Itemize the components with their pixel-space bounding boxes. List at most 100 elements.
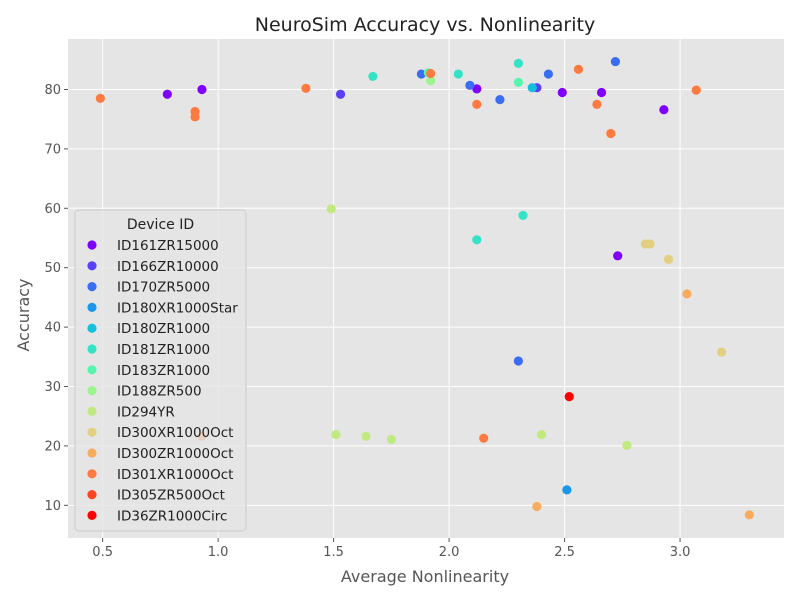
- legend-marker: [87, 282, 97, 292]
- data-point: [592, 99, 602, 109]
- data-point: [331, 430, 341, 440]
- legend-title: Device ID: [127, 217, 194, 233]
- data-point: [564, 392, 574, 402]
- grid: [68, 39, 784, 538]
- data-point: [744, 510, 754, 520]
- data-point: [335, 89, 346, 99]
- data-point: [513, 356, 523, 366]
- legend-label: ID181ZR1000: [117, 342, 210, 358]
- y-tick-label: 60: [44, 202, 61, 217]
- data-point: [479, 433, 489, 443]
- legend-marker: [87, 365, 97, 375]
- data-point: [645, 239, 655, 249]
- legend-marker: [87, 240, 97, 250]
- data-point: [426, 68, 436, 79]
- data-point: [532, 501, 542, 512]
- y-axis-label: Accuracy: [14, 278, 33, 351]
- x-axis-label: Average Nonlinearity: [341, 567, 509, 586]
- y-tick-label: 50: [44, 261, 61, 276]
- x-tick-label: 0.5: [92, 545, 113, 560]
- data-point: [472, 235, 482, 245]
- legend-marker: [87, 427, 97, 437]
- legend-marker: [87, 386, 97, 396]
- y-tick-label: 10: [44, 499, 61, 514]
- x-axis-ticks: 0.5 1.0 1.5 2.0 2.5 3.0: [92, 538, 690, 560]
- data-point: [682, 289, 692, 299]
- data-point: [197, 84, 207, 95]
- legend: Device ID ID161ZR15000 ID166ZR10000 ID170Z…: [74, 209, 247, 532]
- data-point: [610, 56, 620, 67]
- data-point: [613, 251, 623, 261]
- y-tick-label: 70: [44, 142, 61, 157]
- legend-label: ID301XR1000Oct: [117, 467, 233, 483]
- data-point: [495, 94, 505, 105]
- data-point: [573, 64, 584, 74]
- data-point: [465, 80, 475, 90]
- data-point: [95, 93, 105, 104]
- legend-label: ID305ZR500Oct: [117, 488, 225, 504]
- data-point: [527, 83, 537, 93]
- legend-label: ID166ZR10000: [117, 259, 219, 275]
- data-point: [513, 58, 523, 68]
- data-point: [543, 69, 554, 79]
- data-point: [301, 83, 311, 93]
- data-point: [416, 69, 426, 79]
- legend-label: ID36ZR1000Circ: [117, 508, 227, 524]
- data-point: [606, 128, 616, 139]
- x-tick-label: 1.0: [208, 545, 229, 560]
- legend-marker: [87, 323, 97, 333]
- x-tick-label: 1.5: [323, 545, 344, 560]
- data-point: [691, 85, 701, 95]
- legend-marker: [87, 469, 97, 479]
- legend-marker: [87, 261, 97, 271]
- legend-label: ID183ZR1000: [117, 363, 210, 379]
- data-point: [162, 89, 172, 99]
- data-point: [453, 69, 463, 79]
- data-point: [472, 99, 482, 109]
- legend-label: ID300XR1000Oct: [117, 425, 233, 441]
- x-tick-label: 3.0: [670, 545, 691, 560]
- data-point: [518, 210, 528, 221]
- data-point: [513, 77, 523, 87]
- legend-label: ID300ZR1000Oct: [117, 446, 233, 462]
- legend-label: ID170ZR5000: [117, 280, 210, 296]
- legend-label: ID294YR: [117, 404, 175, 420]
- data-point: [426, 75, 436, 86]
- data-point: [622, 440, 632, 450]
- data-point: [472, 84, 482, 94]
- legend-marker: [87, 344, 97, 354]
- y-tick-label: 80: [44, 83, 61, 98]
- data-point: [557, 87, 567, 98]
- y-axis-ticks: 10 20 30 40 50 60 70 80: [44, 83, 68, 514]
- data-point: [326, 204, 336, 214]
- data-point: [659, 105, 669, 115]
- legend-label: ID161ZR15000: [117, 238, 219, 254]
- data-point: [562, 485, 572, 495]
- x-tick-label: 2.0: [439, 545, 460, 560]
- chart-title: NeuroSim Accuracy vs. Nonlinearity: [255, 14, 595, 36]
- legend-marker: [87, 510, 97, 520]
- legend-label: ID180XR1000Star: [117, 300, 238, 316]
- data-point: [717, 347, 727, 357]
- y-tick-label: 40: [44, 321, 61, 336]
- data-point: [386, 434, 396, 444]
- data-point: [596, 87, 607, 98]
- legend-items: ID161ZR15000 ID166ZR10000 ID170ZR5000 ID180…: [87, 238, 238, 524]
- legend-marker: [87, 302, 97, 312]
- y-tick-label: 20: [44, 439, 61, 454]
- legend-marker: [87, 406, 97, 416]
- data-point: [663, 254, 674, 264]
- legend-box: [74, 209, 247, 532]
- legend-label: ID188ZR500: [117, 384, 202, 400]
- data-point: [361, 431, 371, 442]
- x-tick-label: 2.5: [554, 545, 575, 560]
- data-point: [536, 430, 547, 440]
- data-point: [190, 112, 200, 122]
- legend-marker: [87, 490, 97, 500]
- legend-label: ID180ZR1000: [117, 321, 210, 337]
- y-tick-label: 30: [44, 380, 61, 395]
- data-point: [368, 71, 378, 82]
- legend-marker: [87, 448, 97, 458]
